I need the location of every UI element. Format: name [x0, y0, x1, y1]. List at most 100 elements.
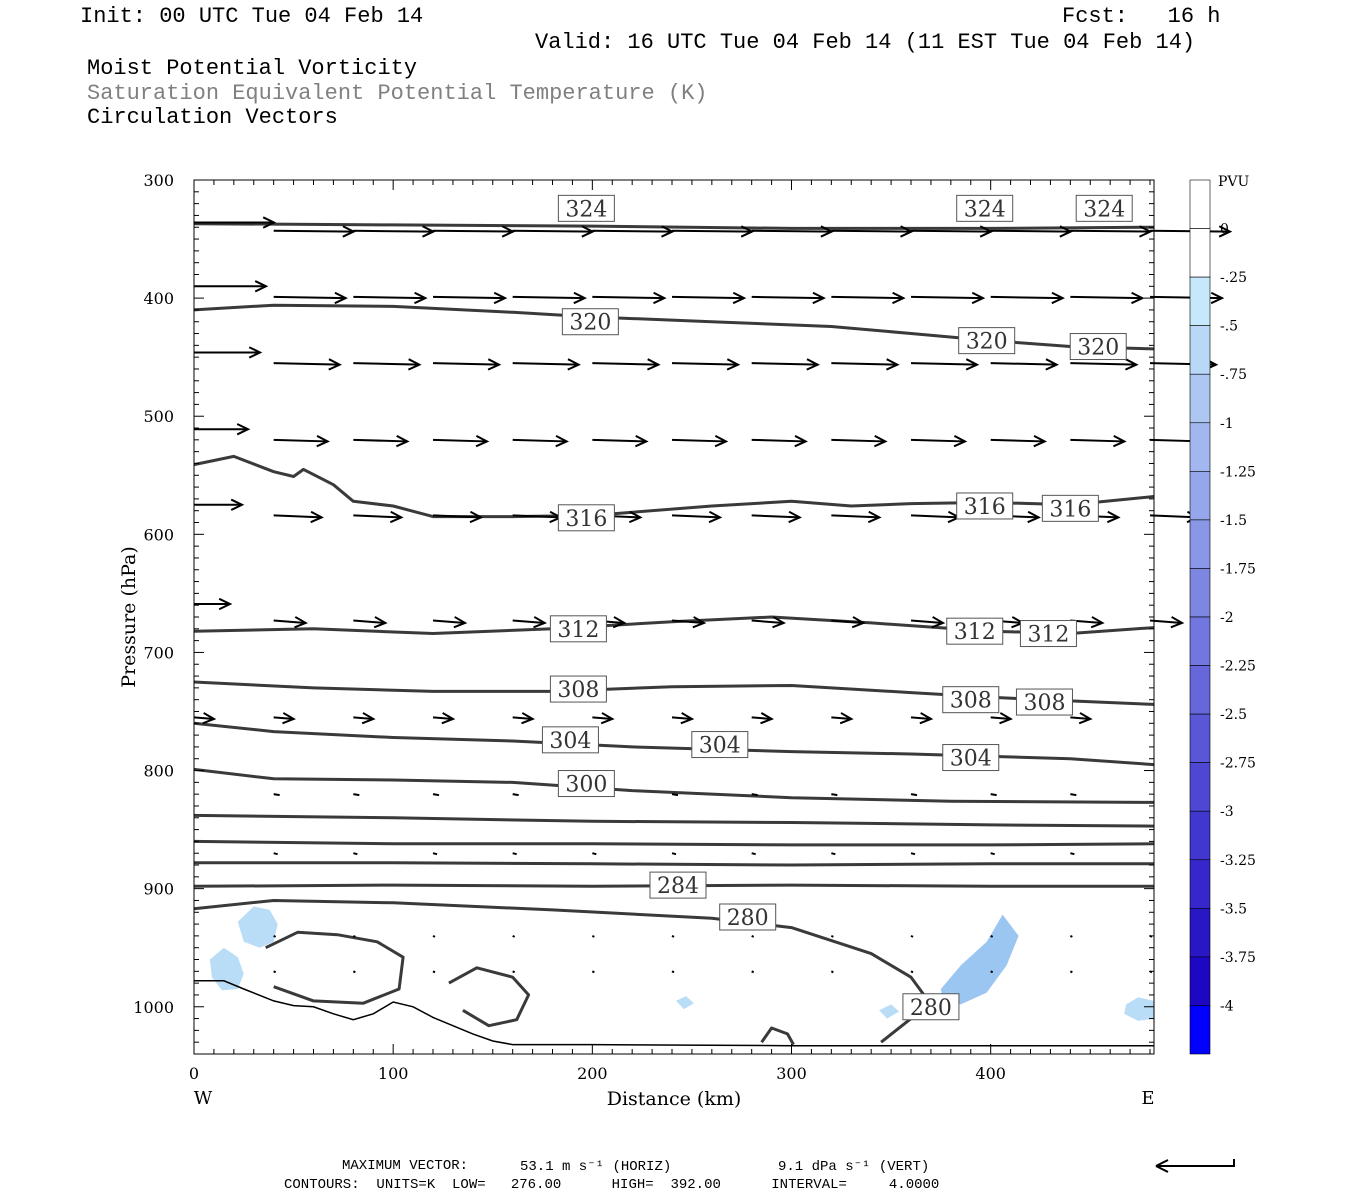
colorbar-label: -1: [1220, 416, 1234, 432]
vector-shaft: [671, 934, 675, 938]
contour-labels: 324 324 324 320 320 320 316 316 316 312 312 312 308 3…: [541, 194, 1133, 1021]
vector-shaft: [751, 970, 755, 974]
vector-shaft: [592, 716, 613, 720]
vector-arrow: [831, 358, 900, 371]
vector-head: [1078, 712, 1093, 725]
vector-head: [1033, 435, 1047, 448]
contour-label-text: 280: [727, 906, 769, 931]
vector-arrow: [910, 435, 968, 448]
vector-shaft: [910, 793, 918, 797]
vector-arrow: [751, 358, 820, 371]
vector-arrow: [591, 934, 595, 938]
vector-shaft: [990, 970, 994, 974]
axes: 300 400 500 600 700 800 900 1000 0 100 200 300 400: [133, 171, 1154, 1083]
x-left-end-label: W: [194, 1088, 213, 1109]
vector-arrow: [194, 280, 269, 293]
contour-label-box: [561, 308, 619, 336]
vector-arrow: [592, 291, 667, 305]
vector-head: [653, 291, 667, 305]
contour-312: [193, 615, 1155, 635]
vector-arrow: [194, 346, 263, 359]
vector-arrow: [831, 616, 866, 629]
vector-arrow: [194, 423, 251, 436]
vector-arrow: [1149, 291, 1225, 305]
contour-label-text: 324: [1083, 197, 1125, 222]
vector-arrow: [671, 934, 675, 938]
contour-label-316: 316: [1041, 494, 1099, 522]
contour-label-box: [557, 770, 615, 798]
vector-head: [230, 498, 245, 511]
vector-head: [1090, 616, 1105, 629]
vector-arrow: [512, 793, 519, 797]
vector-head: [1112, 435, 1127, 448]
vector-head: [248, 346, 263, 359]
vector-shaft: [432, 852, 438, 856]
vector-arrow: [273, 793, 280, 797]
contour-308: [193, 680, 1155, 706]
vector-arrow: [831, 712, 854, 725]
vector-shaft: [273, 438, 328, 443]
contour-label-308: 308: [942, 686, 1000, 714]
max-vector-vert: 9.1 dPa s⁻¹ (VERT): [778, 1159, 930, 1175]
vector-shaft: [1070, 362, 1137, 366]
vector-arrow: [592, 712, 615, 725]
vector-arrow: [512, 291, 587, 305]
vector-shaft: [751, 852, 756, 856]
vector-head: [965, 358, 980, 371]
contour-label-box: [946, 617, 1004, 645]
vector-arrow: [353, 225, 436, 238]
vector-shaft: [910, 716, 932, 720]
vector-arrow: [193, 712, 217, 725]
vector-head: [1045, 358, 1059, 371]
x-axis-title: Distance (km): [607, 1088, 742, 1110]
vector-arrow: [353, 358, 422, 371]
contour-label-text: 304: [699, 734, 741, 759]
vector-head: [573, 291, 587, 305]
vector-head: [1106, 510, 1121, 524]
colorbar-swatch: [1189, 956, 1211, 1006]
contour-label-324: 324: [1075, 194, 1133, 222]
vector-arrow: [751, 510, 802, 524]
vector-arrow: [1069, 934, 1073, 938]
vector-head: [760, 712, 774, 725]
vector-arrow: [910, 852, 916, 856]
vector-arrow: [751, 852, 756, 856]
vector-arrow: [353, 291, 428, 305]
vector-head: [389, 510, 404, 524]
vector-shaft: [910, 619, 944, 624]
vector-arrow: [990, 934, 994, 938]
vector-arrow: [353, 793, 360, 797]
colorbar-label: -3: [1220, 804, 1234, 820]
vector-shaft: [512, 793, 519, 797]
vector-head: [469, 510, 484, 524]
vector-head: [533, 616, 547, 629]
circulation-vectors: [193, 216, 1233, 974]
vector-shaft: [1070, 295, 1143, 300]
colorbar-label: -.25: [1220, 270, 1247, 286]
contours-info: CONTOURS: UNITS=K LOW= 276.00 HIGH= 392.…: [284, 1177, 940, 1193]
contour-label-box: [719, 903, 777, 931]
vector-head: [1131, 291, 1145, 305]
contour-label-312: 312: [946, 617, 1004, 645]
vector-arrow: [671, 358, 741, 371]
terrain-surface: [194, 980, 1154, 1047]
vector-shaft: [592, 852, 597, 856]
vector-head: [680, 712, 695, 725]
vector-head: [441, 712, 456, 725]
vector-shaft: [353, 438, 408, 443]
vector-arrow: [1070, 435, 1127, 448]
vector-head: [555, 435, 569, 448]
vector-shaft: [910, 362, 978, 366]
vector-arrow: [751, 793, 758, 797]
vector-arrow: [910, 510, 962, 524]
vector-shaft: [671, 970, 675, 974]
vector-head: [788, 510, 802, 524]
vector-arrow: [751, 934, 755, 938]
vector-arrow: [671, 852, 677, 856]
vector-shaft: [831, 295, 904, 300]
vector-head: [867, 510, 882, 524]
vector-arrow: [353, 616, 388, 629]
vector-shaft: [830, 970, 834, 974]
vector-head: [1051, 291, 1065, 305]
